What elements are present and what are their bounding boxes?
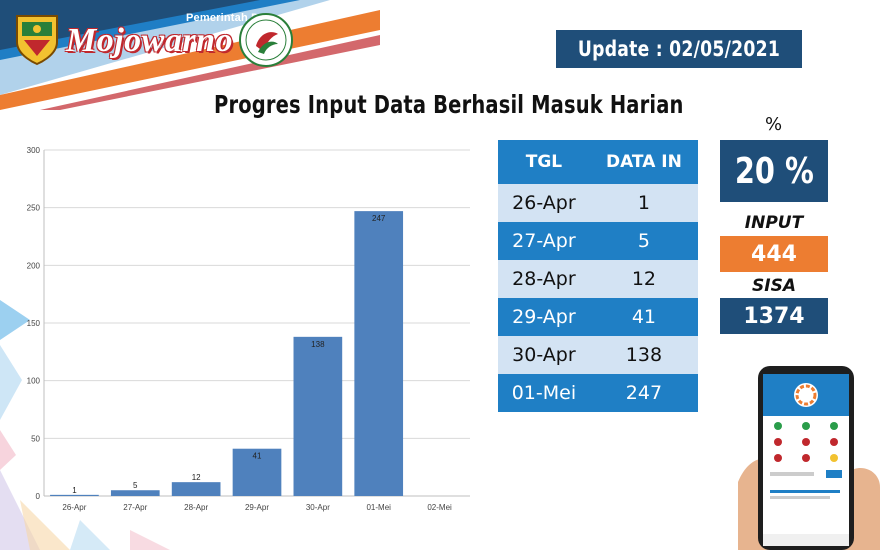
table-cell-date: 30-Apr: [498, 336, 590, 374]
table-cell-date: 28-Apr: [498, 260, 590, 298]
bar: [232, 448, 282, 496]
x-tick-label: 26-Apr: [62, 503, 86, 512]
sisa-value-box: 1374: [720, 298, 828, 334]
bar: [293, 336, 343, 496]
bar: [110, 490, 160, 496]
table-row: 27-Apr 5: [498, 222, 698, 260]
table-cell-count: 12: [589, 260, 698, 298]
brand-title: Mojowarno: [66, 22, 233, 59]
regency-shield-logo: [16, 15, 58, 66]
x-tick-label: 02-Mei: [427, 503, 452, 512]
y-tick-label: 200: [27, 261, 41, 270]
table-cell-count: 138: [589, 336, 698, 374]
table-row: 29-Apr 41: [498, 298, 698, 336]
bar: [354, 211, 404, 497]
table-row: 28-Apr 12: [498, 260, 698, 298]
table-cell-date: 27-Apr: [498, 222, 590, 260]
sisa-label: SISA: [752, 276, 796, 296]
data-label: 1: [72, 486, 77, 495]
y-tick-label: 150: [27, 319, 41, 328]
page-title: Progres Input Data Berhasil Masuk Harian: [214, 90, 684, 119]
y-tick-label: 0: [36, 492, 41, 501]
x-tick-label: 28-Apr: [184, 503, 208, 512]
table-cell-count: 1: [589, 184, 698, 222]
table-cell-count: 247: [589, 374, 698, 412]
table-header-row: TGL DATA IN: [498, 140, 698, 184]
table-row: 30-Apr 138: [498, 336, 698, 374]
y-tick-label: 250: [27, 204, 41, 213]
update-date-text: Update : 02/05/2021: [577, 37, 781, 61]
bar: [171, 482, 221, 496]
data-label: 41: [253, 452, 262, 461]
input-value-box: 444: [720, 236, 828, 272]
data-label: 12: [192, 473, 201, 482]
x-tick-label: 29-Apr: [245, 503, 269, 512]
percent-label: %: [765, 114, 783, 135]
update-date-badge: Update : 02/05/2021: [556, 30, 802, 68]
input-value: 444: [751, 241, 797, 267]
table-cell-count: 41: [589, 298, 698, 336]
ministry-circle-logo: [239, 13, 293, 67]
table-cell-count: 5: [589, 222, 698, 260]
bar: [50, 494, 99, 496]
sisa-value: 1374: [743, 303, 805, 329]
smartphone-app-icon: [738, 366, 880, 550]
percent-value: 20 %: [734, 150, 814, 192]
y-tick-label: 50: [31, 434, 40, 443]
x-tick-label: 01-Mei: [366, 503, 391, 512]
y-tick-label: 100: [27, 377, 41, 386]
y-tick-label: 300: [27, 146, 41, 155]
table-header-data-in: DATA IN: [589, 140, 698, 184]
table-row: 01-Mei 247: [498, 374, 698, 412]
x-tick-label: 30-Apr: [306, 503, 330, 512]
data-table: TGL DATA IN 26-Apr 1 27-Apr 5 28-Apr 12 …: [498, 140, 698, 412]
table-row: 26-Apr 1: [498, 184, 698, 222]
table-cell-date: 26-Apr: [498, 184, 590, 222]
data-label: 247: [372, 214, 386, 223]
table-cell-date: 01-Mei: [498, 374, 590, 412]
table-cell-date: 29-Apr: [498, 298, 590, 336]
table-header-tgl: TGL: [498, 140, 590, 184]
percent-box: 20 %: [720, 140, 828, 202]
input-label: INPUT: [744, 213, 804, 233]
bar-chart: 0 50 100 150 200 250 300 1 26-Apr 5 27-Apr 12 28-Apr…: [27, 146, 470, 512]
data-label: 138: [311, 340, 325, 349]
x-tick-label: 27-Apr: [123, 503, 147, 512]
data-label: 5: [133, 481, 138, 490]
